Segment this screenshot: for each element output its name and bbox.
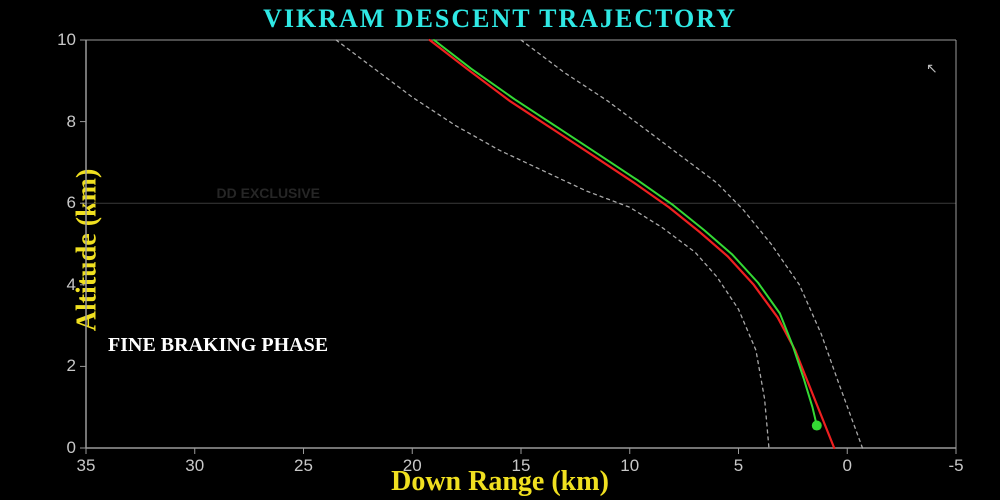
x-tick-label: 35 xyxy=(71,456,101,476)
y-tick-label: 8 xyxy=(46,112,76,132)
x-tick-label: 5 xyxy=(724,456,754,476)
envelope-upper-line xyxy=(336,40,769,448)
x-tick-label: -5 xyxy=(941,456,971,476)
y-tick-label: 2 xyxy=(46,356,76,376)
planned-trajectory-line xyxy=(430,40,835,448)
y-tick-label: 6 xyxy=(46,193,76,213)
x-tick-label: 10 xyxy=(615,456,645,476)
y-tick-label: 10 xyxy=(46,30,76,50)
x-tick-label: 0 xyxy=(832,456,862,476)
y-tick-label: 4 xyxy=(46,275,76,295)
x-tick-label: 15 xyxy=(506,456,536,476)
x-tick-label: 30 xyxy=(180,456,210,476)
x-tick-label: 25 xyxy=(289,456,319,476)
envelope-lower-line xyxy=(521,40,862,448)
lander-position-marker xyxy=(812,421,822,431)
cursor-icon: ↖ xyxy=(926,60,938,77)
y-tick-label: 0 xyxy=(46,438,76,458)
trajectory-plot xyxy=(0,0,1000,500)
x-tick-label: 20 xyxy=(397,456,427,476)
watermark-text: DD EXCLUSIVE xyxy=(217,185,320,201)
phase-label: FINE BRAKING PHASE xyxy=(108,334,328,357)
